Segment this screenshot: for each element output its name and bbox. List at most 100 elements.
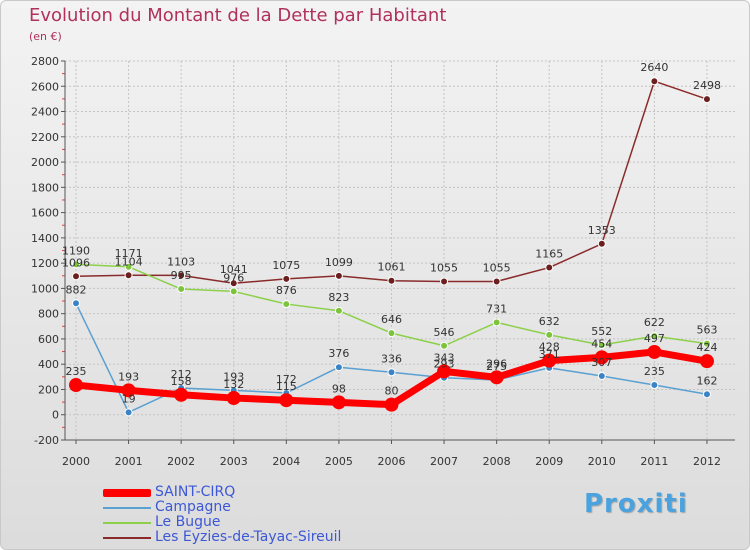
data-label-campagne: 19 [122, 392, 136, 405]
data-point-saint-cirq [69, 378, 83, 393]
data-point-campagne [702, 390, 711, 399]
data-label-le-bugue: 646 [381, 313, 402, 326]
plot-area [65, 61, 735, 440]
y-tick-label: 2800 [31, 55, 59, 68]
x-tick-label: 2003 [220, 455, 248, 468]
data-label-le-bugue: 1190 [62, 244, 90, 257]
x-tick-label: 2006 [377, 455, 405, 468]
data-point-les-eyzies [177, 271, 186, 280]
data-point-les-eyzies [229, 279, 238, 288]
data-point-campagne [334, 363, 343, 372]
data-label-campagne: 275 [486, 360, 507, 373]
data-point-les-eyzies [440, 277, 449, 286]
data-label-campagne: 293 [434, 358, 455, 371]
data-point-les-eyzies [387, 276, 396, 285]
data-point-le-bugue [282, 300, 291, 309]
data-point-le-bugue [229, 287, 238, 296]
y-tick-label: 1800 [31, 181, 59, 194]
chart-title: Evolution du Montant de la Dette par Hab… [29, 5, 447, 26]
data-label-les-eyzies: 2498 [693, 79, 721, 92]
data-label-saint-cirq: 424 [696, 341, 717, 354]
data-label-saint-cirq: 80 [384, 385, 398, 398]
data-label-campagne: 212 [171, 368, 192, 381]
data-point-les-eyzies [282, 274, 291, 283]
data-point-campagne [124, 408, 133, 417]
data-label-les-eyzies: 1041 [220, 263, 248, 276]
legend-swatch-campagne [103, 506, 151, 509]
data-label-campagne: 376 [328, 347, 349, 360]
legend-label-le-bugue: Le Bugue [155, 514, 221, 530]
data-label-le-bugue: 546 [434, 326, 455, 339]
y-tick-label: 1400 [31, 232, 59, 245]
data-label-les-eyzies: 1103 [167, 255, 195, 268]
data-label-le-bugue: 876 [276, 284, 297, 297]
data-point-les-eyzies [72, 272, 80, 281]
data-label-le-bugue: 995 [171, 269, 192, 282]
data-point-saint-cirq [331, 395, 346, 410]
legend-item-campagne: Campagne [103, 500, 341, 515]
data-point-saint-cirq [542, 353, 557, 368]
y-tick-label: 600 [38, 333, 59, 346]
chart-subtitle: (en €) [29, 30, 62, 43]
data-label-les-eyzies: 1096 [62, 256, 90, 269]
legend-swatch-le-bugue [103, 521, 151, 524]
data-point-campagne [597, 371, 606, 380]
legend-swatch-saint-cirq [103, 488, 151, 497]
data-label-saint-cirq: 235 [66, 365, 87, 378]
data-point-les-eyzies [334, 271, 343, 280]
data-point-le-bugue [440, 341, 449, 350]
legend: SAINT-CIRQ Campagne Le Bugue Les Eyzies-… [103, 485, 341, 545]
data-label-saint-cirq: 115 [276, 380, 297, 393]
y-tick-label: 200 [38, 383, 59, 396]
data-label-saint-cirq: 497 [644, 332, 665, 345]
y-tick-label: 1000 [31, 282, 59, 295]
legend-swatch-les-eyzies [103, 536, 151, 539]
data-label-les-eyzies: 1104 [115, 255, 143, 268]
data-label-saint-cirq: 343 [434, 351, 455, 364]
data-label-saint-cirq: 158 [171, 375, 192, 388]
legend-item-le-bugue: Le Bugue [103, 515, 341, 530]
y-tick-label: 400 [38, 358, 59, 371]
x-tick-label: 2010 [588, 455, 616, 468]
legend-item-saint-cirq: SAINT-CIRQ [103, 485, 341, 500]
x-tick-label: 2011 [640, 455, 668, 468]
data-point-saint-cirq [437, 364, 452, 379]
data-label-les-eyzies: 2640 [640, 61, 668, 74]
data-point-le-bugue [597, 340, 606, 349]
data-point-saint-cirq [279, 393, 294, 408]
data-label-le-bugue: 552 [591, 325, 612, 338]
data-label-les-eyzies: 1055 [430, 261, 458, 274]
y-tick-label: -200 [34, 434, 59, 447]
legend-label-les-eyzies: Les Eyzies-de-Tayac-Sireuil [155, 529, 342, 545]
data-point-saint-cirq [647, 344, 662, 359]
x-tick-label: 2012 [693, 455, 721, 468]
data-label-le-bugue: 976 [223, 271, 244, 284]
x-tick-label: 2002 [167, 455, 195, 468]
y-tick-label: 800 [38, 308, 59, 321]
legend-label-campagne: Campagne [155, 499, 231, 515]
data-label-le-bugue: 622 [644, 316, 665, 329]
y-tick-label: 1200 [31, 257, 59, 270]
data-label-saint-cirq: 193 [118, 370, 139, 383]
data-label-le-bugue: 632 [539, 315, 560, 328]
data-point-campagne [72, 299, 80, 308]
y-tick-label: 0 [52, 409, 59, 422]
data-point-saint-cirq [121, 383, 136, 398]
data-point-le-bugue [387, 329, 396, 338]
data-point-le-bugue [72, 260, 80, 269]
data-label-le-bugue: 823 [328, 291, 349, 304]
x-tick-label: 2005 [325, 455, 353, 468]
data-point-campagne [387, 368, 396, 377]
data-label-campagne: 307 [591, 356, 612, 369]
x-tick-label: 2001 [115, 455, 143, 468]
x-tick-label: 2000 [62, 455, 90, 468]
data-label-campagne: 162 [696, 374, 717, 387]
data-label-campagne: 172 [276, 373, 297, 386]
data-point-saint-cirq [226, 391, 241, 406]
data-point-saint-cirq [174, 387, 189, 402]
y-tick-label: 1600 [31, 207, 59, 220]
data-point-les-eyzies [702, 95, 711, 104]
data-label-les-eyzies: 1099 [325, 256, 353, 269]
data-point-le-bugue [334, 306, 343, 315]
